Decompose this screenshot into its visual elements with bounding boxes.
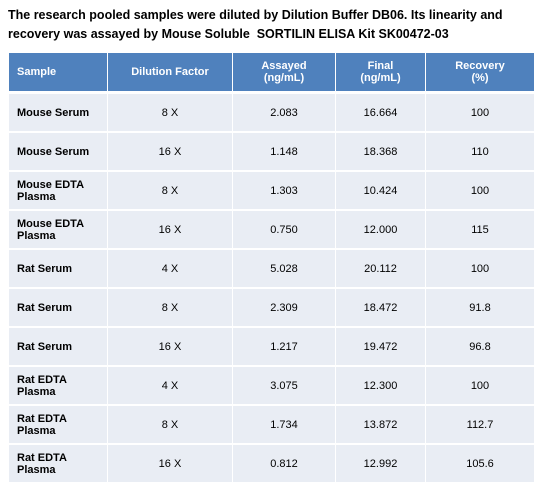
value-cell: 100 [425, 365, 535, 406]
table-row: Mouse EDTA Plasma 16 X 0.750 12.000 115 [8, 209, 535, 250]
value-cell: 100 [425, 248, 535, 289]
sample-cell: Mouse EDTA Plasma [8, 170, 108, 211]
table-row: Mouse EDTA Plasma 8 X 1.303 10.424 100 [8, 170, 535, 211]
value-cell: 16 X [107, 443, 233, 484]
sample-cell: Rat EDTA Plasma [8, 443, 108, 484]
title-line: The research pooled samples were diluted… [8, 8, 503, 22]
value-cell: 100 [425, 92, 535, 133]
sample-cell: Mouse Serum [8, 131, 108, 172]
sample-cell: Rat EDTA Plasma [8, 404, 108, 445]
value-cell: 4 X [107, 365, 233, 406]
value-cell: 96.8 [425, 326, 535, 367]
value-cell: 5.028 [232, 248, 336, 289]
value-cell: 13.872 [335, 404, 426, 445]
table-row: Rat Serum 4 X 5.028 20.112 100 [8, 248, 535, 289]
table-body: Mouse Serum 8 X 2.083 16.664 100 Mouse Serum 1… [8, 92, 535, 484]
value-cell: 12.300 [335, 365, 426, 406]
header-row: Sample Dilution Factor Assayed (ng/mL) Fina… [8, 52, 535, 94]
value-cell: 1.734 [232, 404, 336, 445]
column-header: Dilution Factor [107, 52, 233, 94]
value-cell: 16 X [107, 326, 233, 367]
column-header: Recovery (%) [425, 52, 535, 94]
value-cell: 2.083 [232, 92, 336, 133]
value-cell: 16 X [107, 131, 233, 172]
value-cell: 12.000 [335, 209, 426, 250]
table-row: Rat Serum 8 X 2.309 18.472 91.8 [8, 287, 535, 328]
table-row: Rat EDTA Plasma 4 X 3.075 12.300 100 [8, 365, 535, 406]
column-header: Sample [8, 52, 108, 94]
value-cell: 115 [425, 209, 535, 250]
value-cell: 8 X [107, 404, 233, 445]
title: The research pooled samples were diluted… [8, 6, 534, 44]
table-row: Rat EDTA Plasma 16 X 0.812 12.992 105.6 [8, 443, 535, 484]
value-cell: 112.7 [425, 404, 535, 445]
sample-cell: Rat Serum [8, 248, 108, 289]
sample-cell: Rat EDTA Plasma [8, 365, 108, 406]
sample-cell: Mouse EDTA Plasma [8, 209, 108, 250]
value-cell: 3.075 [232, 365, 336, 406]
value-cell: 18.472 [335, 287, 426, 328]
sample-cell: Rat Serum [8, 287, 108, 328]
value-cell: 91.8 [425, 287, 535, 328]
value-cell: 100 [425, 170, 535, 211]
value-cell: 20.112 [335, 248, 426, 289]
value-cell: 16.664 [335, 92, 426, 133]
value-cell: 8 X [107, 92, 233, 133]
value-cell: 110 [425, 131, 535, 172]
table-row: Mouse Serum 16 X 1.148 18.368 110 [8, 131, 535, 172]
value-cell: 8 X [107, 170, 233, 211]
value-cell: 105.6 [425, 443, 535, 484]
value-cell: 0.812 [232, 443, 336, 484]
title-line: recovery was assayed by Mouse Soluble SO… [8, 27, 449, 41]
value-cell: 8 X [107, 287, 233, 328]
value-cell: 10.424 [335, 170, 426, 211]
table-row: Rat EDTA Plasma 8 X 1.734 13.872 112.7 [8, 404, 535, 445]
value-cell: 19.472 [335, 326, 426, 367]
value-cell: 16 X [107, 209, 233, 250]
column-header: Assayed (ng/mL) [232, 52, 336, 94]
value-cell: 2.309 [232, 287, 336, 328]
column-header: Final (ng/mL) [335, 52, 426, 94]
sample-cell: Mouse Serum [8, 92, 108, 133]
value-cell: 0.750 [232, 209, 336, 250]
results-table: Sample Dilution Factor Assayed (ng/mL) Fina… [8, 52, 535, 484]
value-cell: 1.303 [232, 170, 336, 211]
value-cell: 4 X [107, 248, 233, 289]
value-cell: 18.368 [335, 131, 426, 172]
value-cell: 1.148 [232, 131, 336, 172]
sample-cell: Rat Serum [8, 326, 108, 367]
table-row: Mouse Serum 8 X 2.083 16.664 100 [8, 92, 535, 133]
value-cell: 12.992 [335, 443, 426, 484]
table-row: Rat Serum 16 X 1.217 19.472 96.8 [8, 326, 535, 367]
value-cell: 1.217 [232, 326, 336, 367]
